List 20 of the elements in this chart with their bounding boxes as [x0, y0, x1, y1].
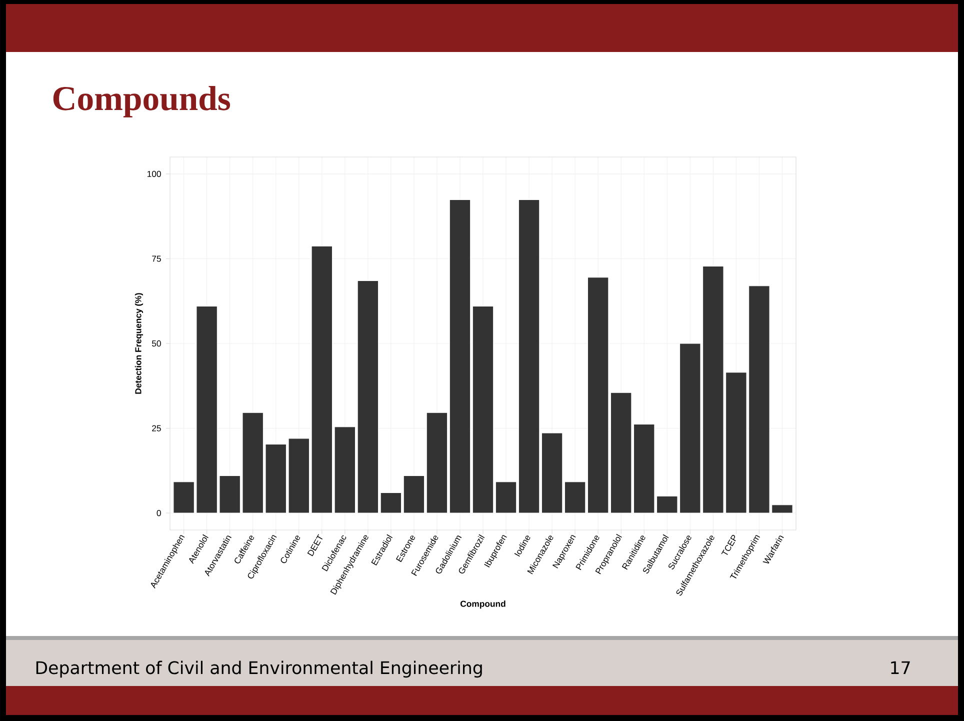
x-axis-title: Compound: [460, 600, 506, 609]
bar: [541, 432, 563, 514]
y-axis-title: Detection Frequency (%): [134, 293, 144, 394]
bar: [380, 492, 402, 514]
bar: [449, 199, 471, 514]
text: 17: [891, 661, 910, 674]
text: Department of Civil and Environmental Engineering: [36, 660, 482, 678]
bar: [426, 412, 448, 514]
y-tick-label: 75: [152, 256, 161, 262]
bar: [518, 199, 540, 514]
y-tick-label: 50: [152, 340, 161, 347]
bar: [357, 280, 379, 514]
y-tick-label: 100: [148, 170, 161, 178]
bar: [495, 482, 517, 514]
bar: [403, 475, 425, 514]
y-tick-label: 25: [152, 425, 161, 432]
y-tick-label: 0: [156, 510, 161, 516]
bar: [472, 306, 494, 514]
chart-title: Compounds: [53, 86, 230, 118]
bar: [564, 482, 586, 514]
